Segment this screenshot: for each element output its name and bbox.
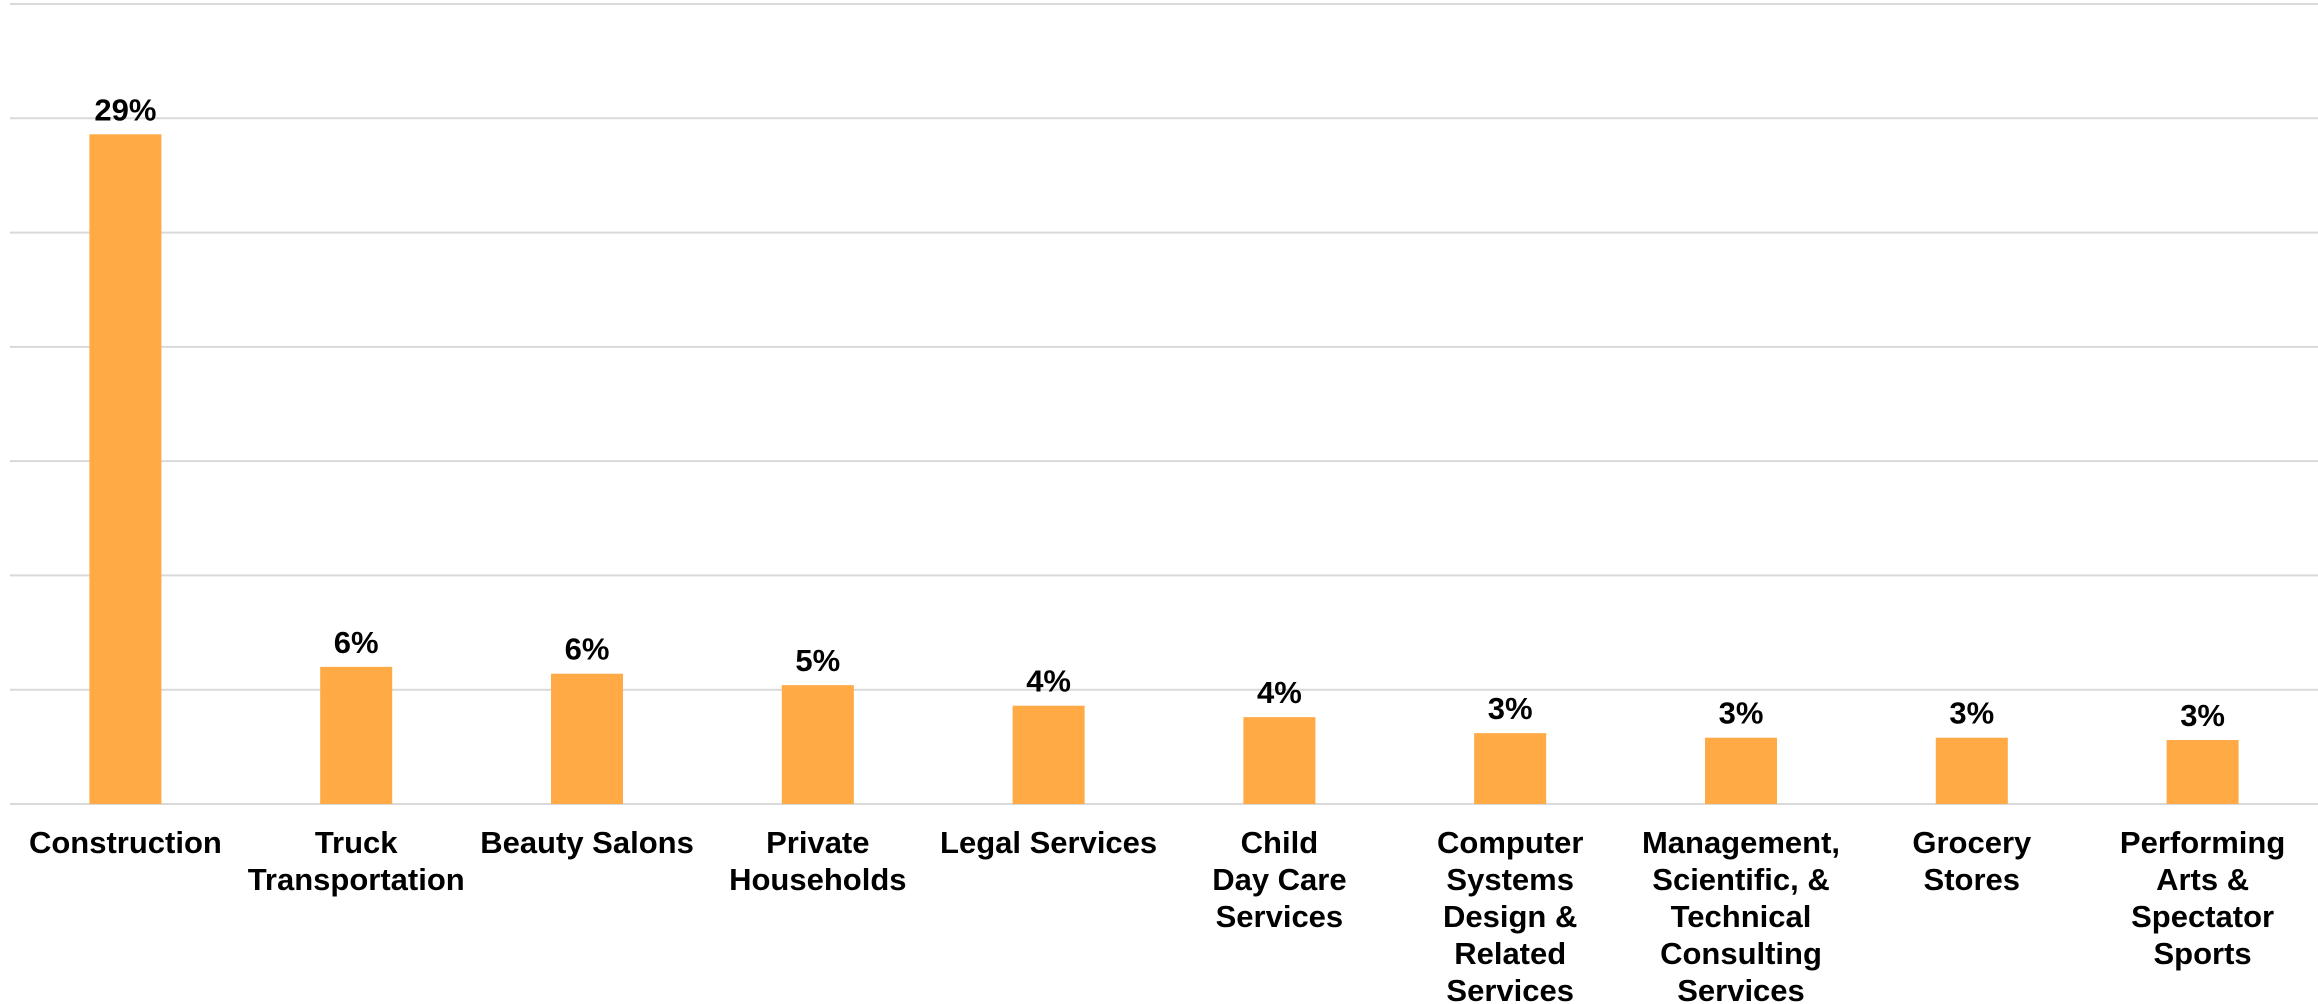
category-label-line: Design &	[1443, 899, 1577, 934]
category-label-line: Construction	[29, 825, 222, 860]
bar	[551, 673, 623, 804]
category-label-line: Child	[1241, 825, 1319, 860]
category-label-line: Computer	[1437, 825, 1583, 860]
category-label-line: Management,	[1642, 825, 1840, 860]
data-labels: 29% 6% 6% 5% 4% 4% 3% 3% 3% 3%	[94, 92, 2225, 733]
category-label: Computer Systems Design & Related Services	[1437, 825, 1583, 1004]
category-label: Management, Scientific, & Technical Consult…	[1642, 825, 1840, 1004]
data-label: 4%	[1026, 664, 1071, 699]
data-label: 6%	[334, 625, 379, 660]
data-label: 3%	[1488, 691, 1533, 726]
category-label-line: Performing	[2120, 825, 2285, 860]
category-label-line: Spectator	[2131, 899, 2274, 934]
category-label-line: Households	[729, 862, 906, 897]
data-label: 3%	[1719, 696, 1764, 731]
category-label-line: Services	[1446, 973, 1574, 1004]
category-label: Private Households	[729, 825, 906, 897]
bar	[2166, 740, 2239, 804]
bar	[89, 134, 162, 805]
data-label: 6%	[565, 632, 610, 667]
category-label-line: Scientific, &	[1652, 862, 1829, 897]
category-label-line: Transportation	[248, 862, 465, 897]
data-label: 29%	[94, 92, 156, 127]
category-label: Beauty Salons	[480, 825, 694, 860]
data-label: 4%	[1257, 675, 1302, 710]
bar	[1935, 737, 2008, 804]
category-label-line: Beauty Salons	[480, 825, 694, 860]
category-label: Child Day Care Services	[1212, 825, 1346, 934]
category-label: Grocery Stores	[1912, 825, 2032, 897]
category-label: Construction	[29, 825, 222, 860]
data-label: 3%	[1949, 696, 1994, 731]
gridlines	[10, 3, 2318, 805]
data-label: 5%	[795, 643, 840, 678]
category-label-line: Services	[1677, 973, 1805, 1004]
category-label-line: Technical	[1671, 899, 1812, 934]
bar	[781, 685, 854, 804]
category-label-line: Stores	[1924, 862, 2020, 897]
category-label-line: Services	[1216, 899, 1344, 934]
category-label-line: Related	[1454, 936, 1566, 971]
bar	[320, 666, 393, 804]
category-label-line: Legal Services	[940, 825, 1157, 860]
category-labels: Construction Truck Transportation Beauty Sa…	[29, 825, 2285, 1004]
category-label-line: Sports	[2154, 936, 2252, 971]
category-label-line: Truck	[315, 825, 398, 860]
category-label-line: Systems	[1446, 862, 1574, 897]
category-label: Legal Services	[940, 825, 1157, 860]
category-label: Truck Transportation	[248, 825, 465, 897]
bar	[1243, 717, 1316, 804]
category-label-line: Private	[766, 825, 869, 860]
data-label: 3%	[2180, 698, 2225, 733]
category-label-line: Grocery	[1912, 825, 2032, 860]
bar	[1705, 737, 1777, 804]
bar	[1012, 705, 1085, 804]
category-label-line: Arts &	[2156, 862, 2249, 897]
category-label-line: Day Care	[1212, 862, 1346, 897]
bars	[89, 134, 2239, 805]
category-label-line: Consulting	[1660, 936, 1822, 971]
category-label: Performing Arts & Spectator Sports	[2120, 825, 2285, 971]
bar	[1474, 733, 1547, 804]
